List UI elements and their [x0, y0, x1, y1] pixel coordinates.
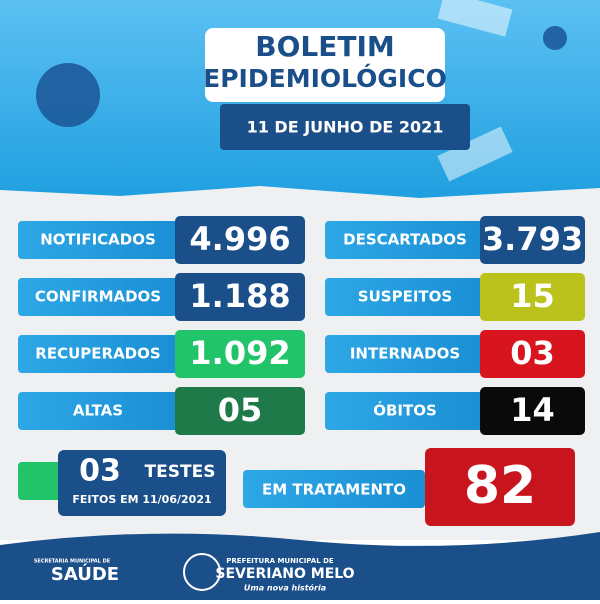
stat-value: 03 [510, 334, 555, 372]
stat-value-box [175, 273, 305, 321]
stat-label: NOTIFICADOS [40, 231, 156, 249]
tape [437, 0, 513, 37]
stat-value: 14 [510, 391, 555, 429]
stat-value: 1.092 [189, 334, 290, 372]
stat-value: 05 [218, 391, 263, 429]
stat-label-box [325, 335, 485, 373]
tape [437, 126, 513, 182]
title-box [205, 28, 445, 102]
secretaria: SECRETARIA MUNICIPAL DE [34, 559, 111, 565]
stat-value-box [480, 330, 585, 378]
stat-label: ALTAS [73, 402, 123, 420]
stat-value: 1.188 [189, 277, 290, 315]
virus-icon [36, 26, 567, 127]
tests-box [58, 450, 226, 516]
stat-label-box [325, 221, 485, 259]
tests-label: TESTES [145, 462, 216, 482]
date: 11 DE JUNHO DE 2021 [247, 118, 444, 137]
stat-label-box [18, 335, 178, 373]
tests-value: 03 [79, 454, 121, 489]
treatment-label: EM TRATAMENTO [262, 481, 406, 499]
stat-label-box [325, 278, 485, 316]
stat-label: RECUPERADOS [35, 345, 160, 363]
tests-note: FEITOS EM 11/06/2021 [72, 493, 211, 506]
stat-value: 4.996 [189, 220, 290, 258]
stat-value: 15 [510, 277, 555, 315]
stats: NOTIFICADOS 4.996 DESCARTADOS 3.793 CONFIRMA… [18, 216, 585, 435]
footer-bg [0, 532, 600, 600]
stat-label: CONFIRMADOS [35, 288, 161, 306]
city: SEVERIANO MELO [215, 566, 354, 582]
stat-label-box [18, 221, 178, 259]
stat-value: 3.793 [482, 220, 583, 258]
treatment-box [425, 448, 575, 526]
stat-label: SUSPEITOS [358, 288, 452, 306]
title: EPIDEMIOLÓGICO [203, 63, 447, 93]
stat-value-box [175, 387, 305, 435]
prefeitura: PREFEITURA MUNICIPAL DE [226, 557, 334, 565]
stat-label-box [18, 278, 178, 316]
stat-label: INTERNADOS [350, 345, 460, 363]
tests-accent [18, 462, 68, 500]
stat-label: DESCARTADOS [343, 231, 467, 249]
stat-label: ÓBITOS [373, 401, 437, 420]
stat-value-box [480, 273, 585, 321]
stat-label-box [18, 392, 178, 430]
stat-label-box [325, 392, 485, 430]
stat-value-box [175, 330, 305, 378]
treatment-value: 82 [464, 456, 536, 516]
city-seal [183, 553, 221, 591]
stat-value-box [480, 216, 585, 264]
stat-value-box [480, 387, 585, 435]
stat-value-box [175, 216, 305, 264]
date-box [220, 104, 470, 150]
title: BOLETIM [255, 30, 395, 63]
treatment-label-box [243, 470, 425, 508]
motto: Uma nova história [244, 583, 326, 593]
saude: SAÚDE [51, 563, 119, 585]
